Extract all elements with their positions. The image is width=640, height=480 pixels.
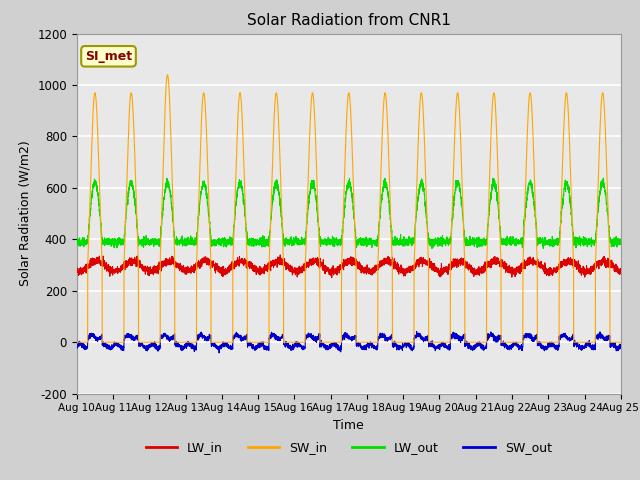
LW_in [329,271,337,276]
SW_out [502,343,509,348]
LW_in [616,266,624,272]
LW_in [276,252,284,258]
LW_in [471,269,479,275]
SW_out [471,344,479,350]
Line: LW_out: LW_out [77,178,621,249]
LW_out [502,236,509,241]
LW_in [502,269,509,275]
LW_out [171,235,179,240]
LW_in [617,269,625,275]
Line: SW_in: SW_in [77,75,621,342]
SW_in [502,339,509,345]
SW_in [617,339,625,345]
SW_in [441,339,449,345]
Title: Solar Radiation from CNR1: Solar Radiation from CNR1 [247,13,451,28]
SW_in [171,256,179,262]
LW_out [617,240,625,246]
SW_out [73,341,81,347]
SW_out [441,344,449,349]
LW_in [171,262,179,267]
LW_in [328,275,335,280]
LW_out [441,238,449,243]
SW_out [329,341,337,347]
SW_in [73,339,81,345]
Legend: LW_in, SW_in, LW_out, SW_out: LW_in, SW_in, LW_out, SW_out [141,436,557,459]
SW_out [171,331,179,336]
SW_out [413,329,420,335]
SW_in [616,339,624,345]
SW_out [617,345,625,350]
Y-axis label: Solar Radiation (W/m2): Solar Radiation (W/m2) [19,141,32,287]
SW_in [329,339,337,345]
LW_out [328,240,336,246]
LW_in [441,266,449,272]
LW_out [471,240,479,245]
LW_out [428,246,436,252]
LW_in [73,267,81,273]
X-axis label: Time: Time [333,419,364,432]
SW_in [164,72,172,78]
LW_out [73,239,81,245]
LW_out [616,241,624,247]
Text: SI_met: SI_met [85,50,132,63]
SW_in [471,339,479,345]
SW_out [215,350,223,356]
Line: SW_out: SW_out [77,332,621,353]
LW_out [600,175,607,181]
SW_out [616,345,624,351]
Line: LW_in: LW_in [77,255,621,277]
